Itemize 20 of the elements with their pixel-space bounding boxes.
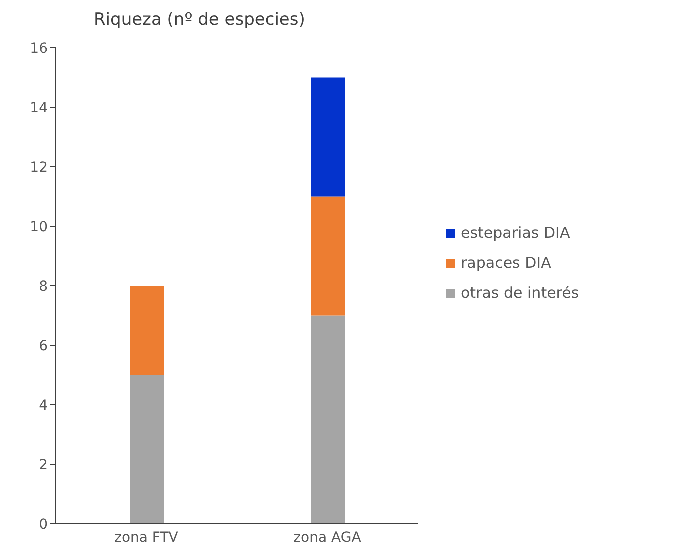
y-tick-label: 10	[30, 219, 48, 236]
legend-label: otras de interés	[461, 284, 580, 302]
x-tick-label: zona FTV	[114, 530, 179, 546]
y-tick-label: 6	[39, 338, 48, 354]
y-axis-title: Riqueza (nº de especies)	[94, 10, 306, 30]
bar	[311, 78, 345, 197]
y-tick-label: 12	[30, 160, 48, 176]
y-tick-label: 4	[39, 398, 48, 414]
legend-label: rapaces DIA	[461, 254, 552, 272]
bar	[130, 286, 164, 376]
x-tick-label: zona AGA	[294, 530, 362, 546]
y-tick-label: 8	[39, 278, 48, 295]
y-tick-label: 2	[39, 457, 48, 474]
legend-label: esteparias DIA	[461, 224, 570, 242]
bar	[311, 196, 345, 316]
bar	[130, 375, 164, 524]
y-tick-label: 14	[30, 100, 48, 116]
y-tick-label: 0	[39, 516, 48, 533]
bar	[311, 316, 345, 524]
y-tick-label: 16	[30, 40, 48, 57]
